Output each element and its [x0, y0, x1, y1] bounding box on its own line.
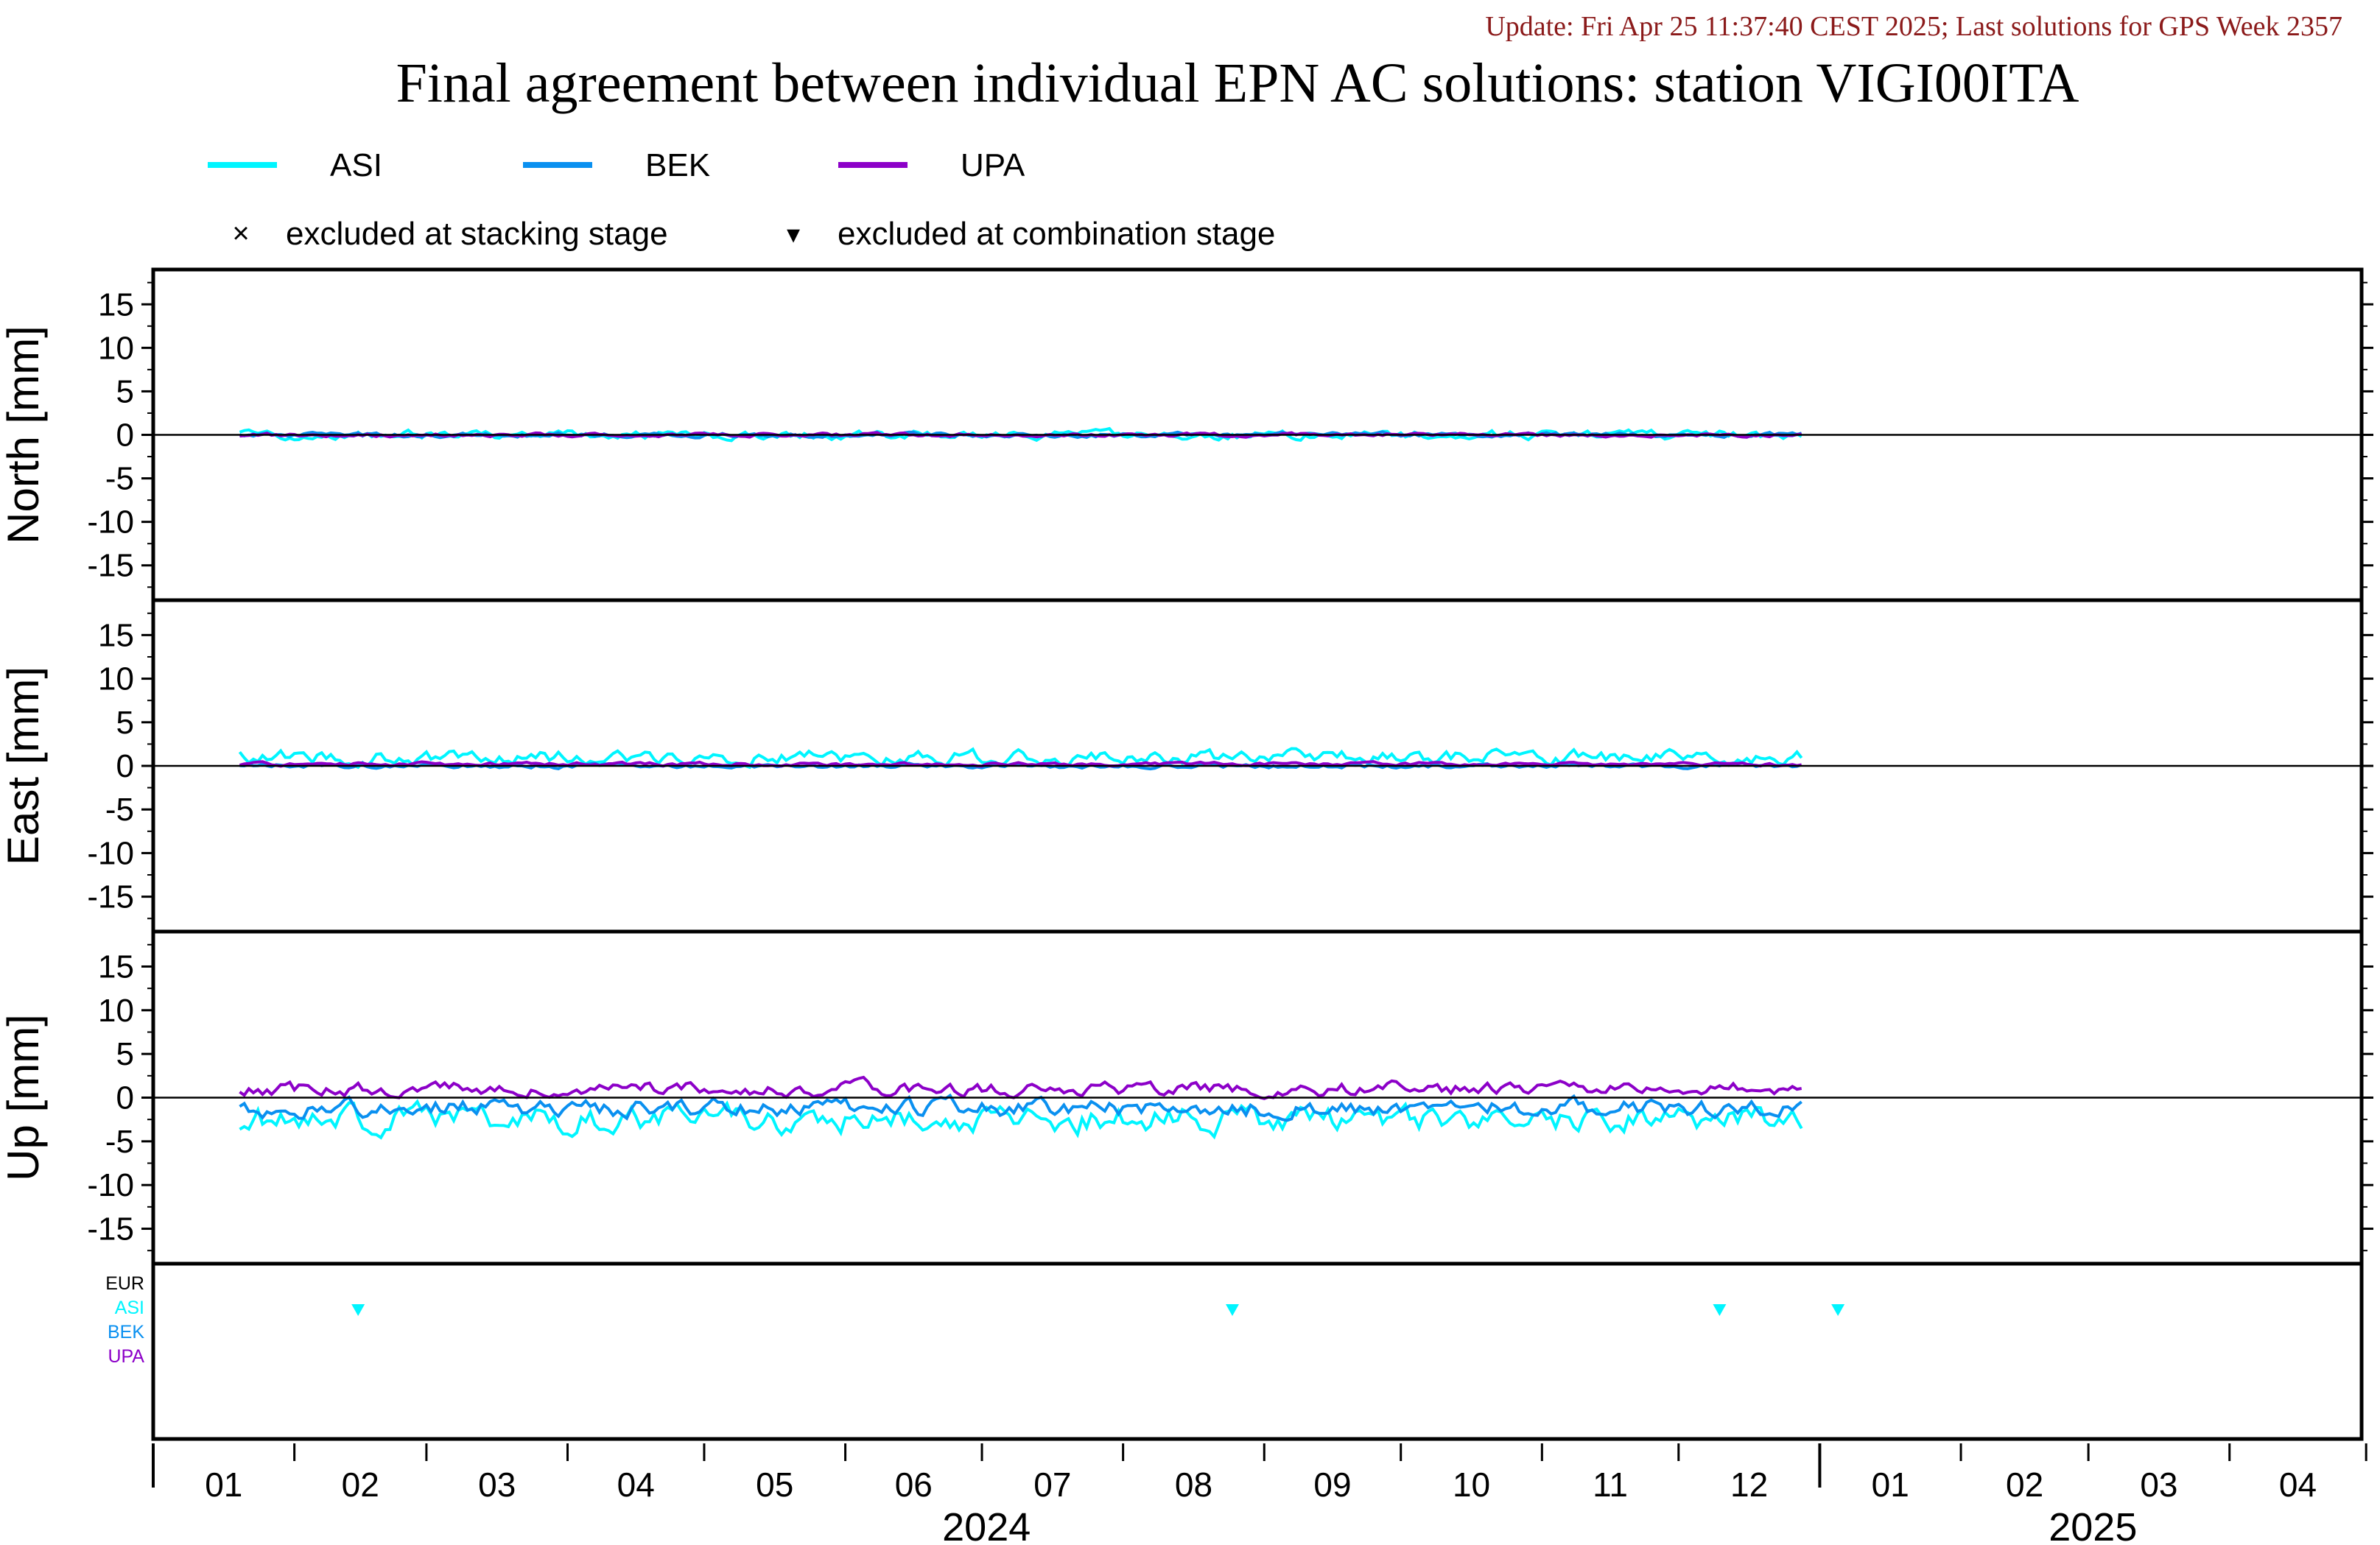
y-tick-label: 10	[98, 661, 134, 697]
x-year-label: 2025	[2049, 1505, 2137, 1545]
y-tick-label: 0	[116, 748, 134, 784]
exclusion-marker-asi	[1713, 1304, 1727, 1316]
x-tick-label: 07	[1033, 1465, 1071, 1504]
x-tick-label: 03	[478, 1465, 516, 1504]
exclusion-marker-asi	[351, 1304, 365, 1316]
y-tick-label: 0	[116, 1080, 134, 1116]
series-upa-east	[239, 760, 1802, 768]
exclusion-marker-asi	[1831, 1304, 1845, 1316]
y-tick-label: 5	[116, 705, 134, 741]
y-tick-label: 15	[98, 617, 134, 653]
y-tick-label: 5	[116, 373, 134, 409]
legend-label-asi: ASI	[330, 147, 382, 183]
x-tick-label: 01	[1872, 1465, 1909, 1504]
y-axis-label-north: North [mm]	[0, 325, 48, 544]
x-tick-label: 04	[617, 1465, 655, 1504]
y-tick-label: 15	[98, 286, 134, 323]
series-upa-up	[239, 1075, 1802, 1100]
panel-north: 15 10 5 0 -5 -10 -15 North [mm]	[0, 267, 2373, 602]
y-tick-label: -5	[105, 1124, 134, 1160]
y-tick-label: -10	[87, 1167, 134, 1203]
legend-label-upa: UPA	[961, 147, 1025, 183]
y-tick-label: 15	[98, 949, 134, 985]
exclusion-marker-asi	[1226, 1304, 1240, 1316]
series-bek-up	[239, 1093, 1802, 1122]
update-timestamp: Update: Fri Apr 25 11:37:40 CEST 2025; L…	[1485, 11, 2342, 42]
y-axis-label-east: East [mm]	[0, 666, 48, 865]
legend-excluded-combination: excluded at combination stage	[838, 216, 1275, 252]
excluded-stacking-symbol: ×	[232, 217, 249, 250]
y-tick-label: 5	[116, 1036, 134, 1072]
y-tick-label: -10	[87, 835, 134, 871]
x-tick-label: 08	[1175, 1465, 1212, 1504]
y-tick-label: 10	[98, 330, 134, 366]
y-tick-label: 10	[98, 993, 134, 1029]
x-tick-label: 01	[205, 1465, 242, 1504]
x-axis: 01 02 03 04 05 06 07 08 09 10 11 12 01 02 03 04 2024 2025	[152, 1443, 2367, 1545]
x-tick-label: 05	[756, 1465, 793, 1504]
excluded-combination-symbol: ▾	[787, 219, 800, 249]
panel-up: 15 10 5 0 -5 -10 -15 Up [mm]	[0, 929, 2373, 1266]
y-tick-label: -5	[105, 461, 134, 497]
x-tick-label: 11	[1593, 1465, 1628, 1504]
x-tick-label: 10	[1453, 1465, 1490, 1504]
exclusion-label-asi: ASI	[115, 1298, 144, 1318]
x-tick-label: 02	[2006, 1465, 2043, 1504]
y-tick-label: -10	[87, 504, 134, 541]
y-tick-label: -15	[87, 1211, 134, 1247]
legend-label-bek: BEK	[645, 147, 710, 183]
x-tick-label: 06	[895, 1465, 933, 1504]
x-tick-label: 03	[2140, 1465, 2177, 1504]
exclusion-label-bek: BEK	[108, 1322, 144, 1342]
x-tick-label: 04	[2279, 1465, 2317, 1504]
chart-title: Final agreement between individual EPN A…	[396, 52, 2079, 114]
x-tick-label: 09	[1313, 1465, 1351, 1504]
exclusion-label-upa: UPA	[108, 1346, 144, 1367]
panel-east: 15 10 5 0 -5 -10 -15 East [mm]	[0, 598, 2373, 934]
x-year-label: 2024	[942, 1505, 1031, 1545]
legend-excluded-stacking: excluded at stacking stage	[286, 216, 668, 252]
y-tick-label: -5	[105, 792, 134, 828]
legend: ASI BEK UPA × excluded at stacking stage…	[208, 147, 1275, 252]
y-tick-label: 0	[116, 418, 134, 454]
x-tick-label: 02	[342, 1465, 379, 1504]
y-tick-label: -15	[87, 879, 134, 915]
series-asi-east	[238, 747, 1803, 770]
y-axis-label-up: Up [mm]	[0, 1014, 48, 1181]
x-tick-label: 12	[1730, 1465, 1768, 1504]
exclusion-panel: EUR ASI BEK UPA	[105, 1261, 2364, 1441]
exclusion-label-eur: EUR	[105, 1273, 144, 1294]
y-tick-label: -15	[87, 548, 134, 584]
